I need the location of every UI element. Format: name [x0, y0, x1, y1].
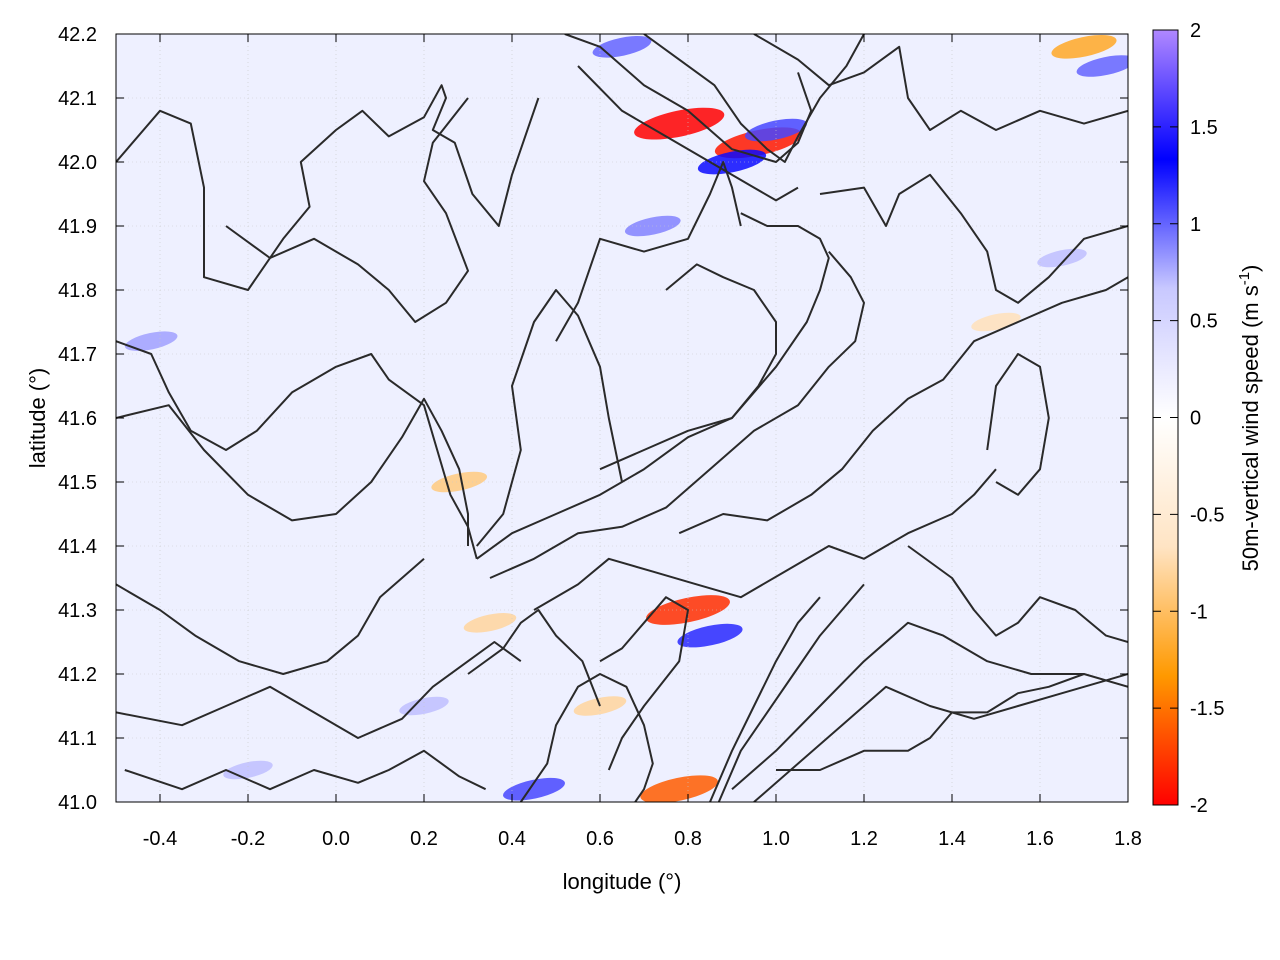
contour-line-13: [577, 65, 799, 202]
contour-line-11: [555, 161, 742, 342]
contour-line-24: [519, 673, 654, 802]
contour-line-15: [753, 34, 1128, 131]
y-tick-label-5: 41.5: [58, 472, 97, 494]
contour-line-17: [678, 276, 1128, 535]
wind-hotspot-8: [1051, 34, 1117, 59]
contour-lines: [116, 34, 1128, 802]
contour-line-18: [533, 468, 997, 611]
plot-area: [116, 34, 1128, 802]
contour-line-2: [116, 340, 478, 560]
wind-hotspot-11: [431, 471, 488, 493]
contour-line-5: [116, 641, 522, 739]
y-tick-label-7: 41.7: [58, 344, 97, 366]
x-axis: -0.4 -0.2 0.0 0.2 0.4 0.6 0.8 1.0 1.2 1.4 1.6 1.8: [143, 34, 1142, 850]
y-tick-label-3: 41.3: [58, 600, 97, 622]
wind-hotspot-6: [640, 775, 719, 802]
contour-line-7: [476, 289, 623, 547]
contour-line-26: [709, 596, 821, 802]
x-tick-label-11: 1.8: [1114, 828, 1142, 850]
contour-line-16: [819, 173, 1128, 304]
contour-line-23: [599, 596, 689, 771]
wind-hotspot-14: [463, 613, 517, 633]
y-tick-label-6: 41.6: [58, 408, 97, 430]
colorbar-tick-label-7: -1.5: [1190, 698, 1224, 720]
x-tick-label-1: -0.2: [231, 828, 265, 850]
wind-hotspot-12: [124, 331, 178, 351]
y-tick-label-11: 42.1: [58, 88, 97, 110]
y-tick-label-4: 41.4: [58, 536, 97, 558]
wind-hotspot-9: [1076, 55, 1128, 77]
colorbar-tick-label-8: -2: [1190, 795, 1208, 817]
contour-line-9: [489, 250, 865, 579]
wind-hotspot-17: [1037, 248, 1087, 268]
x-tick-label-4: 0.4: [498, 828, 526, 850]
wind-hotspot-7: [503, 777, 565, 801]
contour-line-25: [467, 609, 601, 707]
contour-line-8: [476, 212, 830, 560]
colorbar-title: 50m-vertical wind speed (m s-1): [1236, 265, 1263, 572]
x-axis-title: longitude (°): [563, 869, 682, 894]
wind-hotspot-5: [677, 623, 743, 648]
y-tick-label-12: 42.2: [58, 24, 97, 46]
colorbar-tick-label-0: 2: [1190, 20, 1201, 42]
contour-line-19: [907, 545, 1128, 643]
x-tick-label-5: 0.6: [586, 828, 614, 850]
x-tick-label-10: 1.6: [1026, 828, 1054, 850]
colorbar-title-main: 50m-vertical wind speed (m s: [1238, 285, 1263, 571]
x-tick-label-0: -0.4: [143, 828, 177, 850]
x-tick-label-7: 1.0: [762, 828, 790, 850]
contour-line-6: [124, 749, 487, 791]
contour-line-0: [116, 84, 540, 291]
colorbar-tick-label-5: -0.5: [1190, 504, 1224, 526]
colorbar-axis: 2 1.5 1 0.5 0 -0.5 -1 -1.5 -2: [1153, 20, 1224, 817]
x-tick-label-3: 0.2: [410, 828, 438, 850]
y-tick-label-10: 42.0: [58, 152, 97, 174]
colorbar-tick-label-3: 0.5: [1190, 311, 1218, 333]
wind-hotspot-16: [971, 312, 1021, 332]
colorbar-tick-label-4: 0: [1190, 408, 1201, 430]
contour-line-4: [116, 558, 425, 675]
contour-line-10: [599, 263, 777, 471]
x-tick-label-2: 0.0: [322, 828, 350, 850]
colorbar-tick-label-6: -1: [1190, 601, 1208, 623]
contour-line-28: [986, 353, 1050, 496]
contour-line-20: [731, 621, 1128, 790]
y-axis: 41.0 41.1 41.2 41.3 41.4 41.5 41.6 41.7 41.8 41.9…: [58, 24, 1128, 814]
x-tick-label-9: 1.4: [938, 828, 966, 850]
y-tick-label-9: 41.9: [58, 216, 97, 238]
y-tick-label-2: 41.2: [58, 664, 97, 686]
y-tick-label-0: 41.0: [58, 792, 97, 814]
x-tick-label-6: 0.8: [674, 828, 702, 850]
colorbar-tick-label-1: 1.5: [1190, 117, 1218, 139]
y-axis-title: latitude (°): [25, 368, 50, 469]
contour-line-27: [717, 583, 865, 802]
y-tick-label-1: 41.1: [58, 728, 97, 750]
colorbar-title-sup: -1: [1236, 272, 1253, 285]
colorbar-title-close: ): [1238, 265, 1263, 272]
contour-line-14: [643, 34, 865, 163]
contour-line-22: [776, 673, 1085, 771]
colorbar-tick-label-2: 1: [1190, 214, 1201, 236]
y-tick-label-8: 41.8: [58, 280, 97, 302]
x-tick-label-8: 1.2: [850, 828, 878, 850]
contour-line-3: [116, 397, 469, 546]
contour-line-1: [225, 97, 469, 323]
